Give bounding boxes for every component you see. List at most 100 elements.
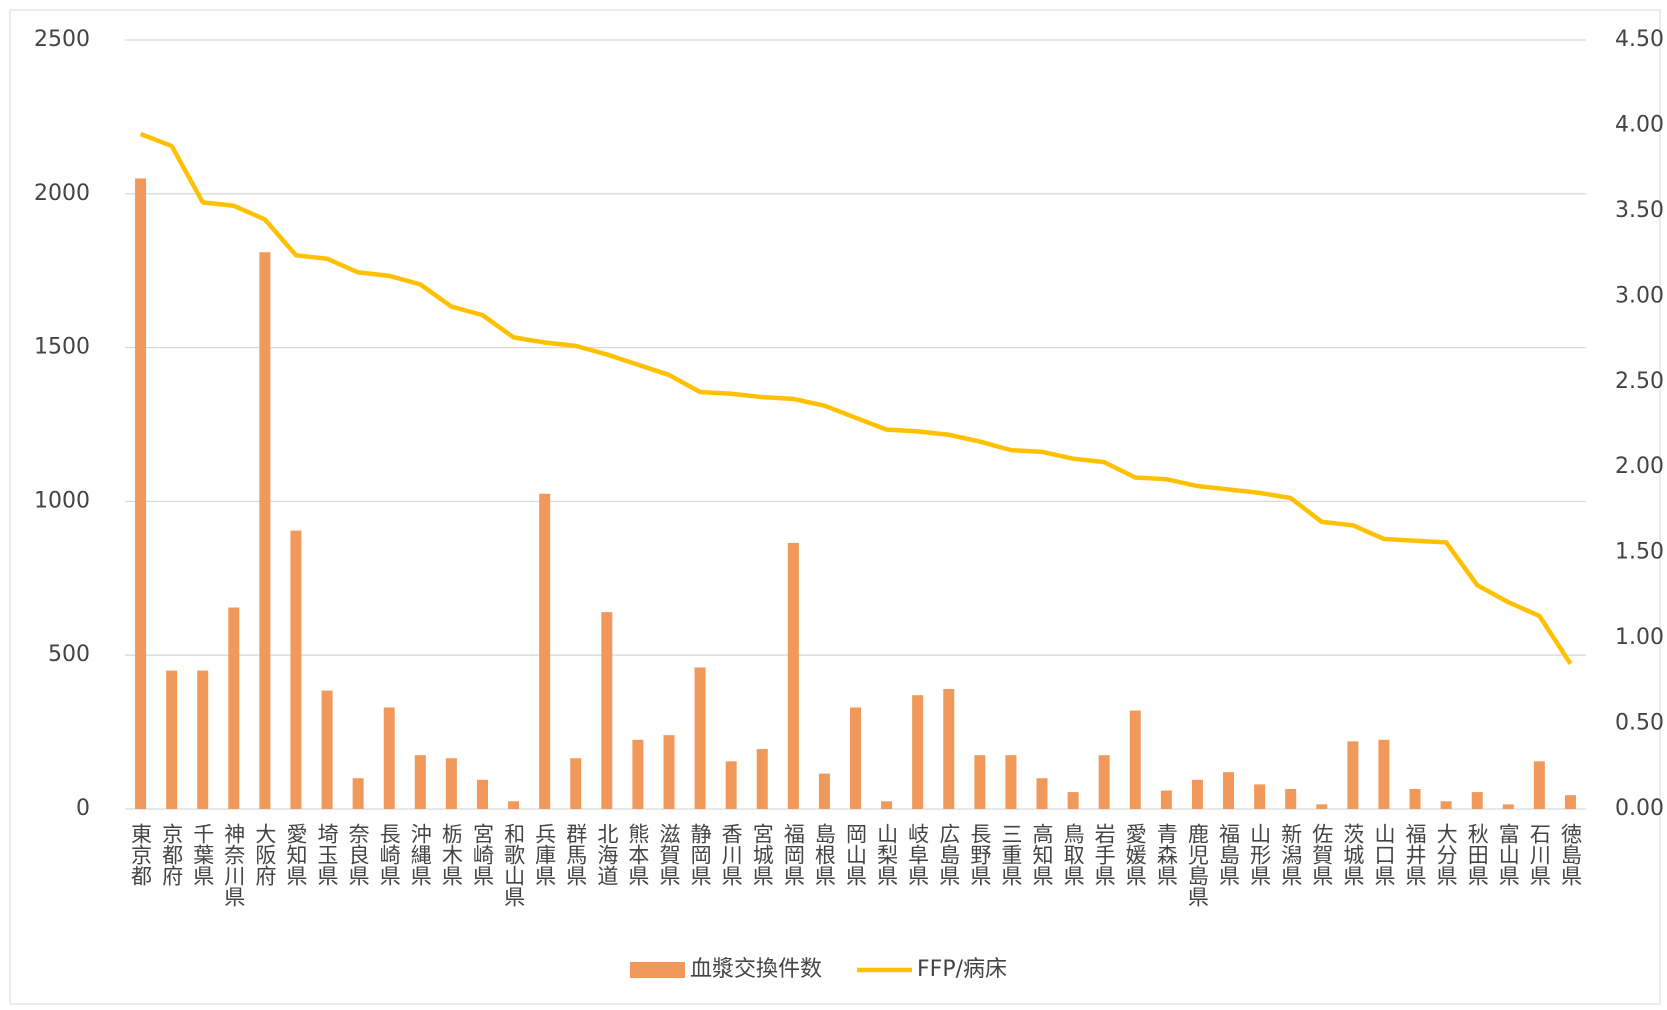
y-tick-label: 0 bbox=[76, 796, 90, 821]
x-tick-label: 山形県 bbox=[1248, 823, 1272, 886]
bar bbox=[943, 689, 955, 809]
x-tick-label: 富山県 bbox=[1496, 823, 1520, 886]
y-tick-label: 2500 bbox=[34, 27, 90, 52]
bar bbox=[1160, 790, 1172, 809]
x-tick-label: 熊本県 bbox=[626, 823, 650, 886]
y-tick-label: 2000 bbox=[34, 181, 90, 206]
x-tick-label: 岐阜県 bbox=[906, 823, 930, 886]
x-tick-label: 福岡県 bbox=[781, 823, 805, 886]
bar bbox=[1502, 804, 1514, 809]
bar bbox=[321, 690, 333, 809]
x-tick-label: 山梨県 bbox=[875, 823, 899, 886]
bar bbox=[1378, 739, 1390, 809]
bar bbox=[259, 252, 271, 809]
bar bbox=[414, 755, 426, 809]
bar bbox=[1440, 801, 1452, 809]
bar bbox=[290, 530, 302, 809]
y-tick-label: 1000 bbox=[34, 488, 90, 513]
x-tick-label: 高知県 bbox=[1030, 823, 1054, 886]
bar bbox=[135, 178, 147, 810]
bar bbox=[694, 667, 706, 809]
bar bbox=[1254, 784, 1266, 809]
x-tick-label: 三重県 bbox=[999, 823, 1023, 886]
bar bbox=[1191, 779, 1203, 809]
x-tick-label: 大阪府 bbox=[253, 823, 277, 886]
bar bbox=[787, 542, 799, 809]
x-tick-label: 岩手県 bbox=[1092, 823, 1116, 886]
y2-tick-label: 2.00 bbox=[1615, 454, 1664, 479]
bar bbox=[1285, 789, 1297, 809]
bar bbox=[1347, 741, 1359, 809]
y2-tick-label: 3.50 bbox=[1615, 198, 1664, 223]
x-tick-label: 大分県 bbox=[1434, 823, 1458, 886]
x-tick-label: 岡山県 bbox=[844, 823, 868, 886]
bar bbox=[974, 755, 986, 809]
x-tick-label: 長野県 bbox=[968, 823, 992, 886]
y2-tick-label: 0.50 bbox=[1615, 711, 1664, 736]
bar bbox=[725, 761, 737, 809]
x-tick-label: 愛知県 bbox=[284, 823, 308, 886]
y2-tick-label: 1.50 bbox=[1615, 540, 1664, 565]
bar bbox=[1471, 792, 1483, 809]
x-tick-label: 山口県 bbox=[1372, 823, 1396, 886]
x-tick-label: 鳥取県 bbox=[1061, 823, 1085, 886]
bar bbox=[1067, 792, 1079, 809]
bar bbox=[601, 612, 613, 809]
chart-border bbox=[9, 9, 1661, 1005]
x-tick-label: 兵庫県 bbox=[533, 823, 557, 886]
bar bbox=[476, 779, 488, 809]
legend-label: 血漿交換件数 bbox=[690, 957, 822, 982]
y2-tick-label: 3.00 bbox=[1615, 283, 1664, 308]
x-tick-label: 長崎県 bbox=[377, 823, 401, 886]
bar bbox=[1409, 789, 1421, 809]
bar bbox=[1564, 795, 1576, 809]
x-tick-label: 埼玉県 bbox=[315, 823, 339, 886]
bar bbox=[166, 670, 178, 809]
x-tick-label: 神奈川県 bbox=[222, 823, 246, 907]
legend-swatch bbox=[630, 962, 685, 978]
bar bbox=[228, 607, 240, 809]
bar bbox=[1005, 755, 1017, 809]
x-tick-label: 千葉県 bbox=[191, 823, 215, 886]
x-tick-label: 群馬県 bbox=[564, 823, 588, 886]
x-tick-label: 愛媛県 bbox=[1123, 823, 1147, 886]
x-tick-label: 静岡県 bbox=[688, 823, 712, 886]
y2-tick-label: 4.00 bbox=[1615, 112, 1664, 137]
bar bbox=[539, 493, 551, 809]
x-tick-label: 広島県 bbox=[937, 823, 961, 886]
bar bbox=[1223, 772, 1235, 809]
bar bbox=[1098, 755, 1110, 809]
bar bbox=[570, 758, 582, 809]
x-tick-label: 東京都 bbox=[129, 823, 153, 886]
x-tick-label: 徳島県 bbox=[1558, 823, 1582, 886]
x-tick-label: 栃木県 bbox=[439, 823, 463, 886]
x-tick-label: 福島県 bbox=[1217, 823, 1241, 886]
bar bbox=[632, 739, 644, 809]
bar bbox=[756, 749, 768, 809]
bar bbox=[818, 773, 830, 809]
bar bbox=[881, 801, 893, 809]
y2-tick-label: 4.50 bbox=[1615, 27, 1664, 52]
bar bbox=[508, 801, 520, 809]
x-tick-label: 香川県 bbox=[719, 823, 743, 886]
x-tick-label: 福井県 bbox=[1403, 823, 1427, 886]
x-tick-label: 和歌山県 bbox=[502, 823, 526, 907]
x-tick-label: 茨城県 bbox=[1341, 823, 1365, 886]
y-tick-label: 1500 bbox=[34, 335, 90, 360]
x-tick-label: 北海道 bbox=[595, 823, 619, 886]
bar bbox=[383, 707, 395, 809]
bar bbox=[197, 670, 209, 809]
bar bbox=[912, 695, 924, 809]
bar bbox=[1316, 804, 1328, 809]
y2-tick-label: 2.50 bbox=[1615, 369, 1664, 394]
y2-tick-label: 0.00 bbox=[1615, 796, 1664, 821]
x-tick-label: 沖縄県 bbox=[408, 823, 432, 886]
x-tick-label: 青森県 bbox=[1154, 823, 1178, 886]
x-tick-label: 宮崎県 bbox=[470, 823, 494, 886]
x-tick-label: 島根県 bbox=[812, 823, 836, 886]
bar bbox=[1129, 710, 1141, 809]
legend-label: FFP/病床 bbox=[917, 957, 1007, 982]
x-tick-label: 宮城県 bbox=[750, 823, 774, 886]
x-tick-label: 奈良県 bbox=[346, 823, 370, 886]
